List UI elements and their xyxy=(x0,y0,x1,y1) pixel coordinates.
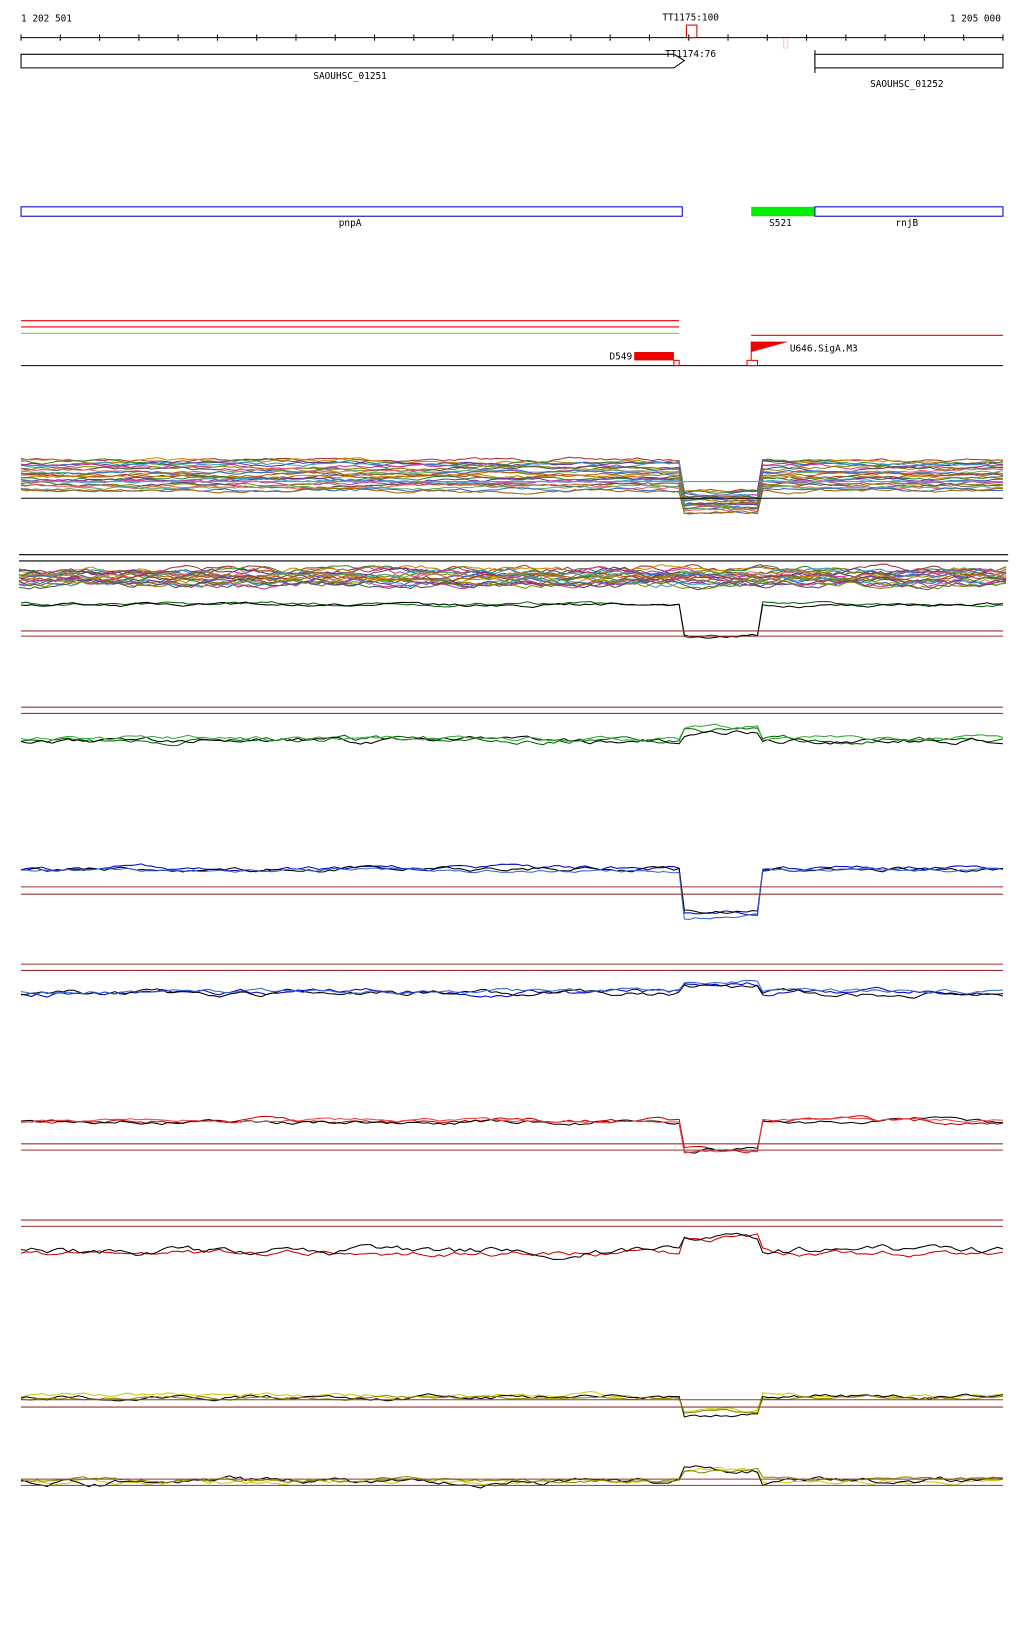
profile-line xyxy=(21,1467,1004,1487)
profile-line xyxy=(20,1116,1003,1154)
terminator xyxy=(783,38,789,49)
profile-line xyxy=(20,1233,1004,1258)
annotation xyxy=(20,206,683,217)
profile-line xyxy=(18,565,1007,577)
profile-line xyxy=(20,863,1004,916)
annotation-label: rnjB xyxy=(896,218,919,229)
promoter-flag xyxy=(751,341,789,353)
gene-label: SAOUHSC_01251 xyxy=(313,71,387,82)
terminator-label: TT1175:100 xyxy=(662,12,719,23)
annotation xyxy=(751,206,815,217)
profile-line xyxy=(21,471,1004,504)
profile-line xyxy=(20,1394,1003,1414)
profile-line xyxy=(20,1390,1004,1413)
feature-label: D549 xyxy=(610,352,633,363)
terminator xyxy=(685,24,698,39)
profile-line xyxy=(20,1393,1004,1418)
profile-line xyxy=(20,979,1003,995)
profile-line xyxy=(20,723,1004,743)
feature-box xyxy=(673,359,680,367)
profile-line xyxy=(18,567,1007,579)
profile-line xyxy=(20,487,1003,515)
profile-line xyxy=(21,867,1004,920)
profile-line xyxy=(20,1232,1004,1260)
gene-arrow xyxy=(20,53,686,69)
profile-line xyxy=(21,457,1004,493)
ruler xyxy=(20,34,1004,41)
feature-box xyxy=(746,359,758,367)
gene xyxy=(814,53,1004,69)
profile-line xyxy=(18,578,1007,591)
profiles xyxy=(18,456,1009,1489)
feature-label: U646.SigA.M3 xyxy=(790,343,858,354)
profile-line xyxy=(21,1116,1003,1154)
profile-line xyxy=(21,475,1004,506)
profile-line xyxy=(20,984,1004,999)
annotation-label: pnpA xyxy=(339,218,362,229)
profile-line xyxy=(18,577,1007,590)
gene-label: SAOUHSC_01252 xyxy=(870,79,944,90)
profile-line xyxy=(20,600,1003,639)
profile-line xyxy=(20,461,1004,498)
profile-line xyxy=(20,1467,1003,1484)
profile-line xyxy=(20,1465,1004,1489)
profile-line xyxy=(20,481,1004,511)
annotation-label: S521 xyxy=(769,218,792,229)
ruler-end: 1 205 000 xyxy=(950,13,1001,24)
feature xyxy=(634,352,674,361)
profile-line xyxy=(18,575,1007,587)
profile-line xyxy=(20,478,1003,510)
profile-line xyxy=(20,982,1004,998)
profile-line xyxy=(20,486,1003,515)
annotation xyxy=(814,206,1004,217)
ruler-start: 1 202 501 xyxy=(21,13,72,24)
profile-line xyxy=(21,483,1003,512)
profile-line xyxy=(20,730,1003,746)
terminator-label: TT1174:76 xyxy=(665,49,716,60)
profile-line xyxy=(20,727,1004,747)
profile-line xyxy=(20,481,1003,510)
profile-line xyxy=(21,601,1004,639)
